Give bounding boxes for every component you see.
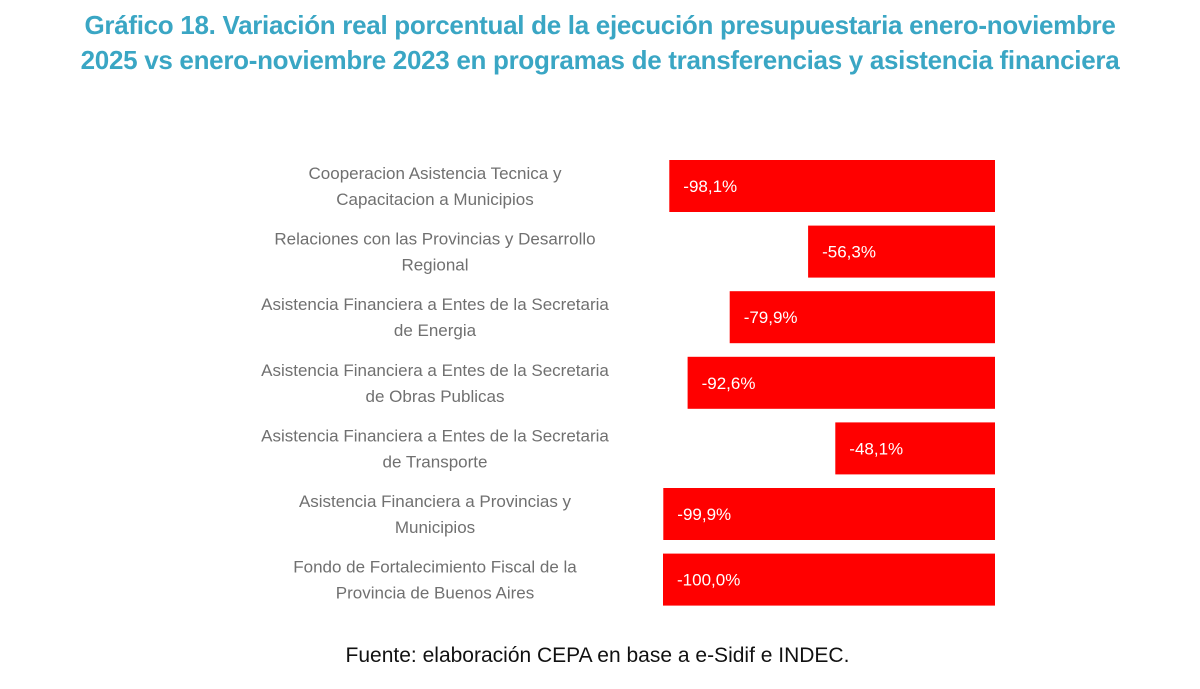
category-label-line: Municipios — [395, 518, 475, 537]
source-note: Fuente: elaboración CEPA en base a e-Sid… — [345, 644, 850, 667]
data-label: -79,9% — [744, 308, 798, 327]
bar — [729, 291, 995, 344]
category-label: Relaciones con las Provincias y Desarrol… — [274, 230, 595, 275]
bar — [808, 225, 995, 278]
category-label: Cooperacion Asistencia Tecnica y Capacita… — [309, 164, 562, 209]
category-label-line: Asistencia Financiera a Entes de la Secr… — [261, 426, 609, 445]
data-label: -92,6% — [702, 374, 756, 393]
category-label-line: de Transporte — [383, 452, 488, 471]
category-label-line: Asistencia Financiera a Entes de la Secr… — [261, 361, 609, 380]
bar — [835, 422, 995, 475]
category-label-line: de Energia — [394, 321, 477, 340]
data-label: -99,9% — [677, 505, 731, 524]
bar — [663, 488, 995, 540]
data-label: -48,1% — [849, 439, 903, 458]
category-label: Fondo de Fortalecimiento Fiscal de la Pro… — [293, 558, 577, 603]
category-label: Asistencia Financiera a Entes de la Secr… — [261, 426, 609, 471]
category-label-line: Asistencia Financiera a Provincias y — [299, 492, 572, 511]
data-label: -98,1% — [683, 177, 737, 196]
category-label-line: Fondo de Fortalecimiento Fiscal de la — [293, 558, 577, 577]
category-label-line: Cooperacion Asistencia Tecnica y — [309, 164, 562, 183]
data-label: -100,0% — [677, 571, 740, 590]
bar — [663, 553, 995, 606]
bar — [687, 356, 995, 409]
category-label-line: Capacitacion a Municipios — [336, 190, 534, 209]
category-label: Asistencia Financiera a Entes de la Secr… — [261, 295, 609, 340]
category-label-line: Regional — [401, 256, 468, 275]
category-label-line: Provincia de Buenos Aires — [336, 584, 534, 603]
data-label: -56,3% — [822, 243, 876, 262]
chart-title: Gráfico 18. Variación real porcentual de… — [80, 10, 1120, 75]
bar — [669, 160, 995, 212]
category-label-line: Relaciones con las Provincias y Desarrol… — [274, 230, 595, 249]
category-label: Asistencia Financiera a Provincias y Muni… — [299, 492, 572, 537]
category-label-line: Asistencia Financiera a Entes de la Secr… — [261, 295, 609, 314]
category-label-line: de Obras Publicas — [366, 387, 505, 406]
category-label: Asistencia Financiera a Entes de la Secr… — [261, 361, 609, 406]
